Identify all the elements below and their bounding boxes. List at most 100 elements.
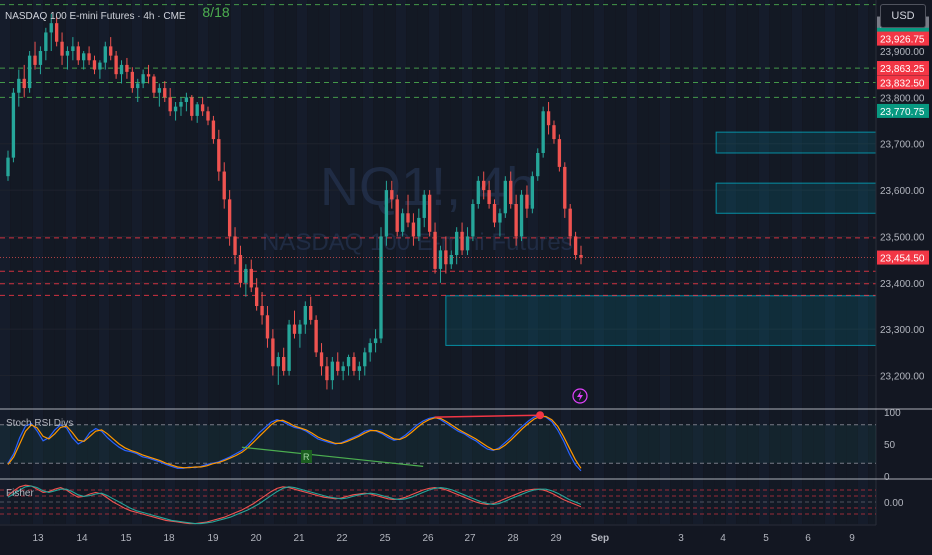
candle-body — [460, 231, 464, 251]
candle-body — [346, 357, 351, 367]
candle-body — [265, 315, 270, 339]
time-tick-label: 13 — [32, 533, 44, 544]
price-flag-label: 23,454.50 — [880, 254, 925, 265]
price-tick-label: 23,800.00 — [880, 93, 925, 104]
bg-column — [330, 0, 340, 524]
candle-body — [482, 180, 486, 191]
candle-body — [525, 194, 529, 209]
candle-body — [568, 208, 572, 237]
candle-body — [60, 41, 64, 56]
bg-column — [495, 0, 505, 524]
candle-body — [44, 32, 48, 51]
candle-body — [184, 97, 189, 102]
candle-body — [406, 213, 410, 223]
candle-body — [503, 180, 507, 214]
bg-column — [451, 0, 461, 524]
bg-column — [869, 0, 879, 524]
fisher-series-line — [7, 484, 582, 525]
time-tick-label: 18 — [163, 533, 175, 544]
bg-column — [858, 0, 868, 524]
candle-body — [82, 53, 86, 61]
time-tick-label: 29 — [550, 533, 562, 544]
candle-body — [427, 194, 432, 232]
candle-body — [206, 111, 210, 121]
price-flag-label: 23,863.25 — [880, 64, 925, 75]
bg-column — [594, 0, 604, 524]
bg-column — [363, 0, 373, 524]
candle-body — [152, 76, 156, 93]
time-axis-bg — [0, 525, 932, 550]
price-flag — [877, 31, 929, 46]
candle-body — [368, 343, 372, 353]
bg-column — [55, 0, 65, 524]
bg-column — [462, 0, 472, 524]
bg-column — [814, 0, 824, 524]
bg-column — [781, 0, 791, 524]
candle-body — [195, 104, 199, 116]
fisher-series-line — [7, 485, 582, 525]
candle-body — [352, 357, 356, 371]
bg-column — [209, 0, 219, 524]
candle-body — [190, 97, 194, 116]
candle-body — [200, 104, 205, 112]
candle-body — [71, 46, 75, 51]
candle-body — [157, 88, 162, 93]
symbol-header: NASDAQ 100 E-mini Futures · 4h · CME 8/1… — [5, 4, 230, 22]
time-tick-label: 21 — [293, 533, 305, 544]
price-tick-label: 23,200.00 — [880, 372, 925, 383]
time-tick-label: 15 — [120, 533, 132, 544]
candle-body — [27, 55, 32, 89]
bg-column — [198, 0, 208, 524]
candle-body — [536, 153, 540, 177]
bg-column — [121, 0, 131, 524]
time-tick-label: 20 — [250, 533, 262, 544]
candle-body — [411, 222, 416, 237]
candle-body — [168, 97, 172, 112]
time-tick-label: 27 — [464, 533, 476, 544]
supply-demand-zone — [445, 295, 932, 346]
bg-column — [154, 0, 164, 524]
bg-column — [231, 0, 241, 524]
candle-body — [579, 255, 583, 258]
candle-body — [179, 102, 183, 107]
time-tick-label: 4 — [720, 533, 726, 544]
price-flag-label: 23,832.50 — [880, 78, 925, 89]
currency-button[interactable]: USD — [880, 4, 926, 28]
bg-column — [605, 0, 615, 524]
time-tick-label: 5 — [763, 533, 769, 544]
candle-body — [330, 361, 335, 381]
bg-column — [66, 0, 76, 524]
bg-column — [748, 0, 758, 524]
time-tick-label: 22 — [336, 533, 348, 544]
rsi-series-line — [7, 415, 582, 469]
bg-column — [660, 0, 670, 524]
candle-body — [552, 125, 556, 140]
candle-body — [54, 23, 59, 42]
bg-column — [737, 0, 747, 524]
candle-body — [282, 357, 286, 371]
time-tick-label: 3 — [678, 533, 684, 544]
candle-body — [38, 51, 43, 65]
bg-column — [407, 0, 417, 524]
candle-body — [292, 324, 297, 334]
bg-column — [220, 0, 230, 524]
candle-body — [314, 319, 318, 353]
bg-column — [561, 0, 571, 524]
candle-body — [422, 194, 426, 218]
lightning-icon — [572, 388, 588, 404]
bg-column — [847, 0, 857, 524]
rsi-series-line — [7, 414, 582, 472]
bg-column — [825, 0, 835, 524]
bg-column — [341, 0, 351, 524]
candle-body — [119, 64, 124, 75]
price-tick-label: 23,900.00 — [880, 47, 925, 58]
candle-body — [400, 213, 405, 232]
candle-body — [487, 190, 491, 204]
candle-body — [217, 139, 221, 172]
bg-column — [374, 0, 384, 524]
price-flag — [877, 61, 929, 76]
candle-body — [130, 71, 135, 89]
candle-body — [454, 231, 459, 255]
